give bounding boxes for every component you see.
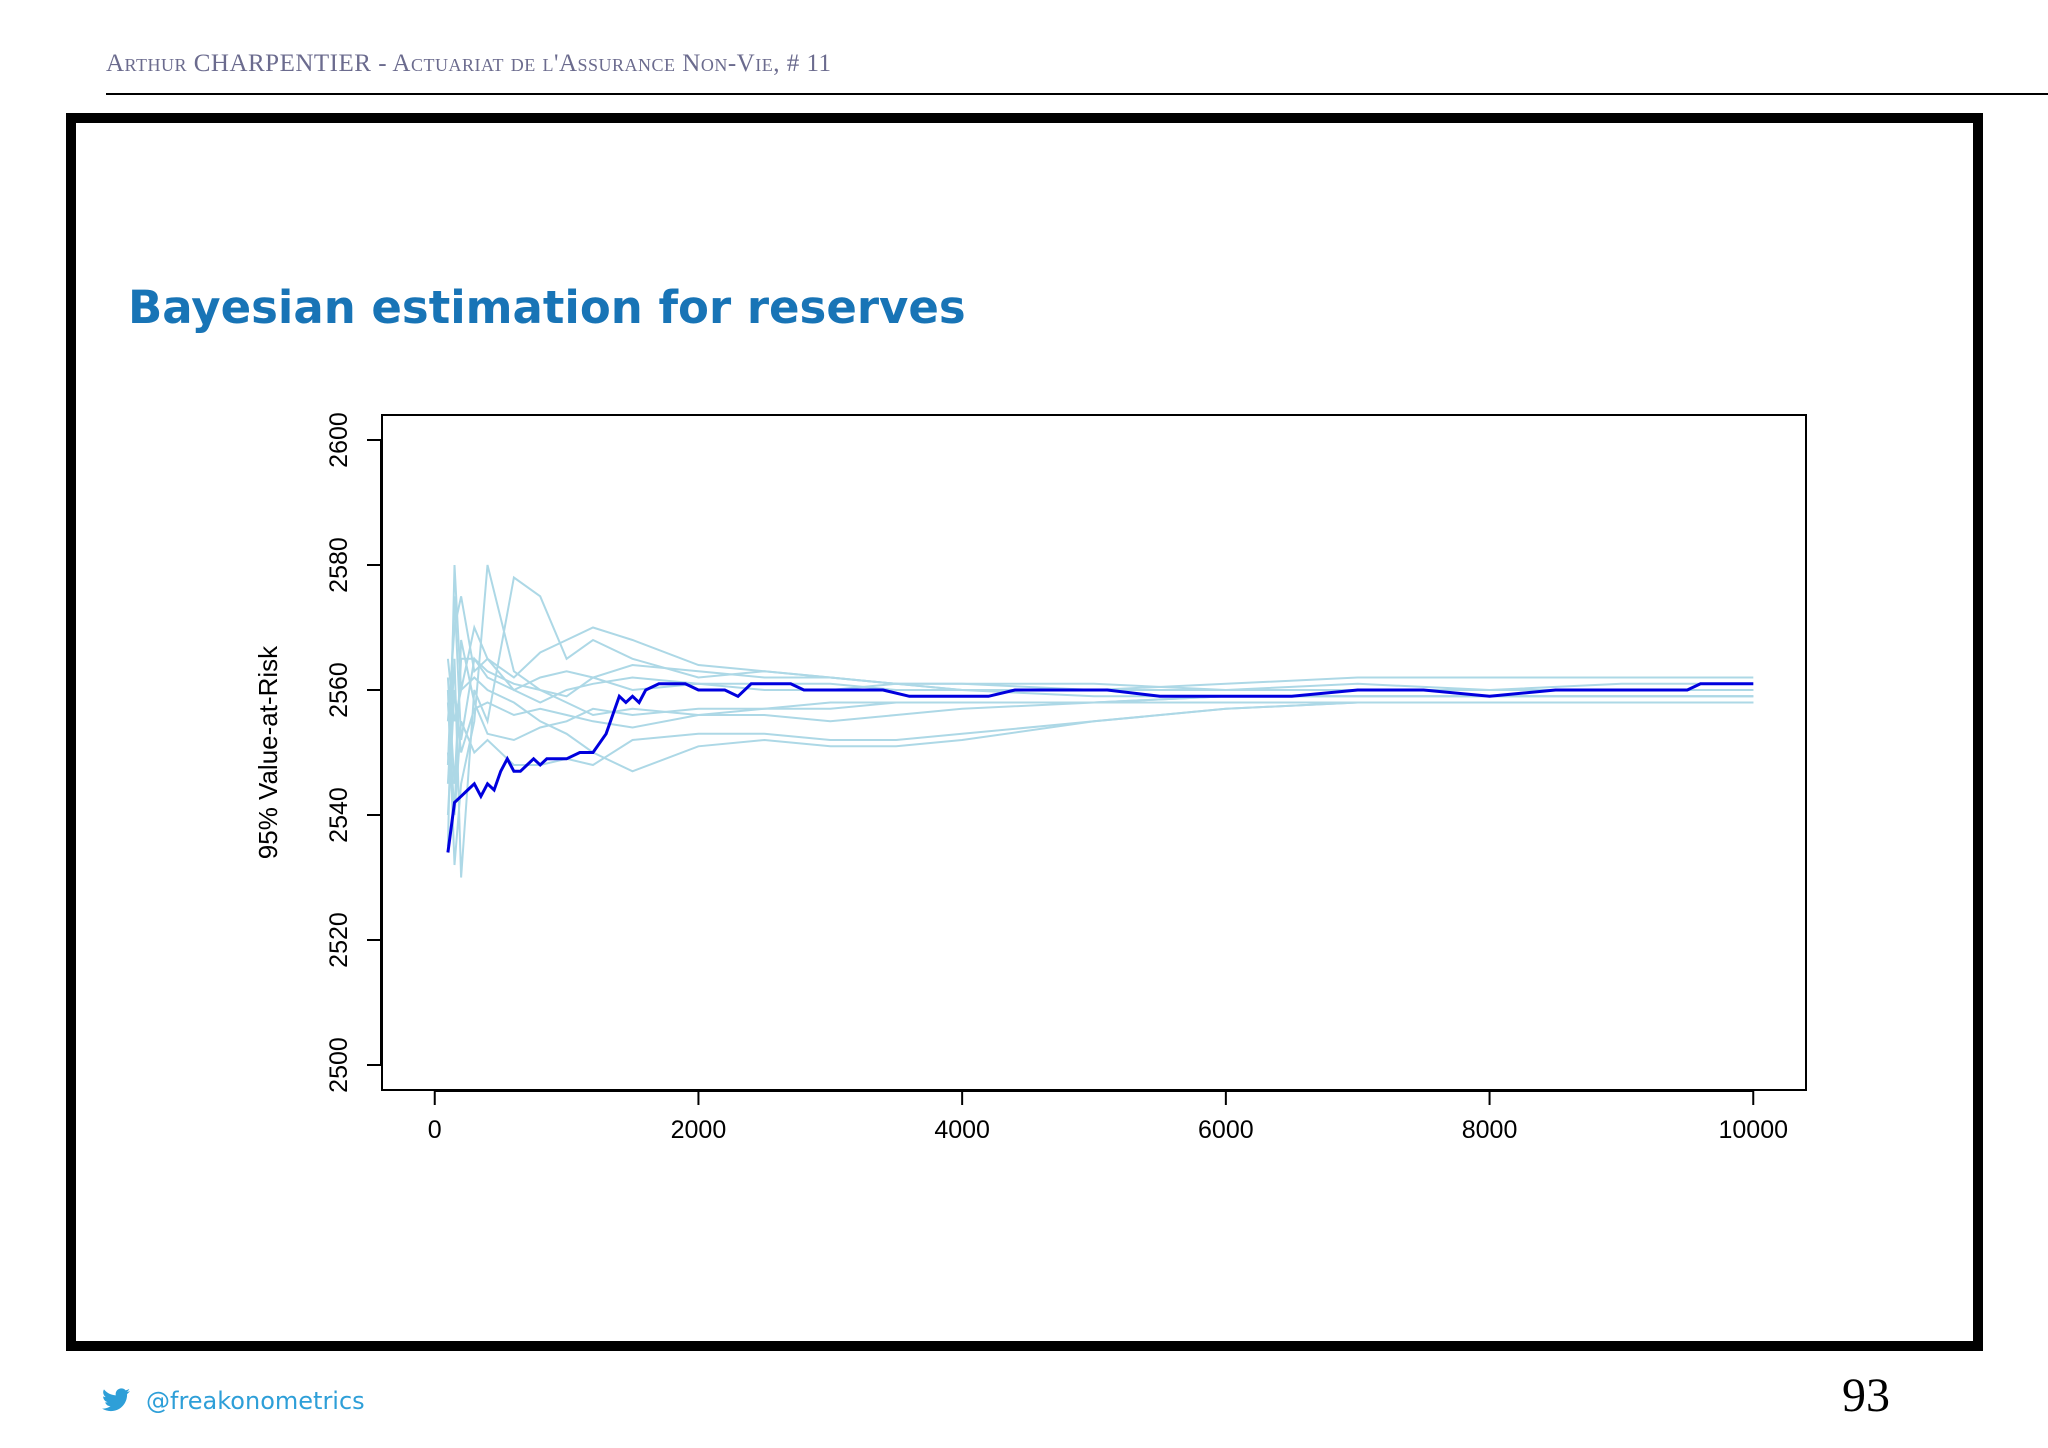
y-tick-label: 2500 — [325, 1037, 353, 1093]
series-line-9 — [446, 639, 1754, 816]
series-line-10 — [446, 596, 1754, 766]
y-tick-label: 2580 — [325, 537, 353, 593]
other-series-group — [446, 564, 1754, 878]
main-series-group — [446, 682, 1754, 853]
header-rule — [106, 93, 2048, 95]
y-tick-label: 2540 — [325, 787, 353, 843]
x-tick-label: 8000 — [1462, 1116, 1518, 1144]
series-line-8 — [446, 657, 1754, 784]
series-line-6 — [446, 596, 1754, 722]
main-series-line — [446, 682, 1754, 853]
series-line-4 — [446, 701, 1754, 816]
plot-area-box — [381, 414, 1807, 1091]
x-tick-label: 4000 — [934, 1116, 990, 1144]
twitter-handle[interactable]: @freakonometrics — [146, 1387, 365, 1415]
x-axis: 0 2000 4000 6000 8000 10000 — [428, 1090, 1788, 1144]
y-tick-label: 2600 — [325, 412, 353, 468]
y-axis-label: 95% Value-at-Risk — [253, 645, 283, 859]
slide-frame — [66, 113, 1983, 1351]
series-line-5 — [446, 658, 1754, 773]
running-head: Arthur CHARPENTIER - Actuariat de l'Assu… — [106, 50, 832, 77]
series-line-2 — [446, 564, 1754, 866]
twitter-bird-icon — [102, 1388, 130, 1412]
slide-title: Bayesian estimation for reserves — [128, 281, 966, 334]
x-tick-label: 10000 — [1718, 1116, 1788, 1144]
y-tick-label: 2560 — [325, 662, 353, 718]
series-line-3 — [446, 575, 1754, 878]
x-tick-label: 2000 — [671, 1116, 727, 1144]
series-line-7 — [446, 689, 1754, 816]
y-tick-label: 2520 — [325, 912, 353, 968]
x-tick-label: 0 — [428, 1116, 442, 1144]
y-axis: 2500 2520 2540 2560 2580 2600 — [325, 412, 382, 1093]
series-line-1 — [446, 564, 1754, 847]
page-number: 93 — [1842, 1369, 1890, 1422]
x-tick-label: 6000 — [1198, 1116, 1254, 1144]
